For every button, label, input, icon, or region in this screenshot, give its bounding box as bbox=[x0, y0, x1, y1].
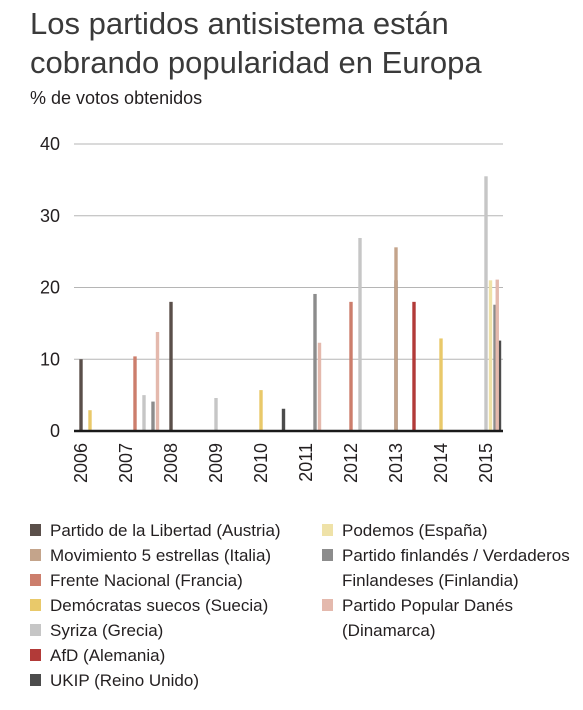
bar bbox=[439, 338, 443, 431]
legend-label: Partido de la Libertad (Austria) bbox=[50, 521, 281, 540]
bar bbox=[317, 342, 322, 431]
bar bbox=[358, 237, 362, 431]
bar bbox=[79, 359, 83, 431]
legend-swatch bbox=[30, 649, 41, 661]
y-tick-label: 20 bbox=[40, 278, 60, 298]
bar bbox=[313, 293, 317, 431]
bar bbox=[495, 279, 499, 431]
bar bbox=[394, 247, 398, 431]
x-tick-label: 2011 bbox=[296, 443, 316, 482]
legend-swatch bbox=[322, 599, 333, 611]
legend-label: Partido Popular Danés (Dinamarca) bbox=[342, 596, 514, 640]
bar-chart: 0 10 20 30 40 2006 2007 2008 2009 2010 2011 2012 201… bbox=[40, 134, 503, 483]
bar bbox=[349, 301, 353, 431]
bar bbox=[412, 301, 416, 431]
bar bbox=[88, 410, 92, 431]
x-tick-label: 2006 bbox=[71, 443, 91, 483]
legend-swatch bbox=[30, 549, 41, 561]
y-axis-unit-label: % de votos obtenidos bbox=[30, 88, 203, 108]
legend-label: Frente Nacional (Francia) bbox=[50, 571, 243, 590]
x-tick-label: 2008 bbox=[161, 443, 181, 483]
legend-item: AfD (Alemania) bbox=[30, 643, 330, 668]
y-tick-label: 0 bbox=[50, 421, 60, 441]
bar bbox=[133, 356, 137, 431]
legend-swatch bbox=[30, 599, 41, 611]
legend-item: Frente Nacional (Francia) bbox=[30, 568, 330, 593]
legend-label: Syriza (Grecia) bbox=[50, 621, 164, 640]
bar bbox=[493, 304, 497, 431]
legend-item: Partido Popular Danés (Dinamarca) bbox=[322, 593, 577, 643]
x-tick-label: 2007 bbox=[116, 443, 136, 483]
legend-swatch bbox=[30, 524, 41, 536]
bar bbox=[151, 401, 155, 431]
legend-item: Syriza (Grecia) bbox=[30, 618, 330, 643]
legend-label: AfD (Alemania) bbox=[50, 646, 166, 665]
legend-item: Partido finlandés / Verdaderos Finlandes… bbox=[322, 543, 577, 593]
y-tick-label: 10 bbox=[40, 349, 60, 369]
x-tick-label: 2015 bbox=[476, 443, 496, 483]
bar bbox=[281, 408, 286, 431]
y-tick-label: 30 bbox=[40, 206, 60, 226]
y-tick-label: 40 bbox=[40, 134, 60, 154]
bar bbox=[484, 176, 488, 431]
legend-item: Partido de la Libertad (Austria) bbox=[30, 518, 330, 543]
legend-item: UKIP (Reino Unido) bbox=[30, 668, 330, 693]
x-tick-label: 2010 bbox=[251, 443, 271, 483]
legend-item: Podemos (España) bbox=[322, 518, 577, 543]
legend-item: Movimiento 5 estrellas (Italia) bbox=[30, 543, 330, 568]
bar bbox=[488, 280, 493, 431]
x-tick-label: 2013 bbox=[386, 443, 406, 483]
bar bbox=[142, 395, 146, 431]
legend-swatch bbox=[30, 624, 41, 636]
x-tick-label: 2014 bbox=[431, 443, 451, 483]
legend-label: UKIP (Reino Unido) bbox=[50, 671, 199, 690]
legend-label: Podemos (España) bbox=[342, 521, 488, 540]
bar bbox=[259, 390, 263, 431]
legend-swatch bbox=[30, 574, 41, 586]
bar bbox=[497, 340, 502, 431]
bar bbox=[214, 397, 218, 431]
legend-column-2: Podemos (España) Partido finlandés / Verd… bbox=[322, 518, 577, 643]
legend-item: Demócratas suecos (Suecia) bbox=[30, 593, 330, 618]
chart-title: Los partidos antisistema están cobrando … bbox=[30, 6, 482, 80]
legend-column-1: Partido de la Libertad (Austria) Movimien… bbox=[30, 518, 330, 693]
legend-swatch bbox=[30, 674, 41, 686]
legend-swatch bbox=[322, 549, 333, 561]
x-tick-label: 2009 bbox=[206, 443, 226, 483]
legend-label: Demócratas suecos (Suecia) bbox=[50, 596, 269, 615]
bar bbox=[169, 301, 173, 431]
legend-swatch bbox=[322, 524, 333, 536]
legend-label: Partido finlandés / Verdaderos Finlandes… bbox=[342, 546, 570, 590]
bar bbox=[155, 331, 160, 431]
legend-label: Movimiento 5 estrellas (Italia) bbox=[50, 546, 272, 565]
x-tick-label: 2012 bbox=[341, 443, 361, 483]
